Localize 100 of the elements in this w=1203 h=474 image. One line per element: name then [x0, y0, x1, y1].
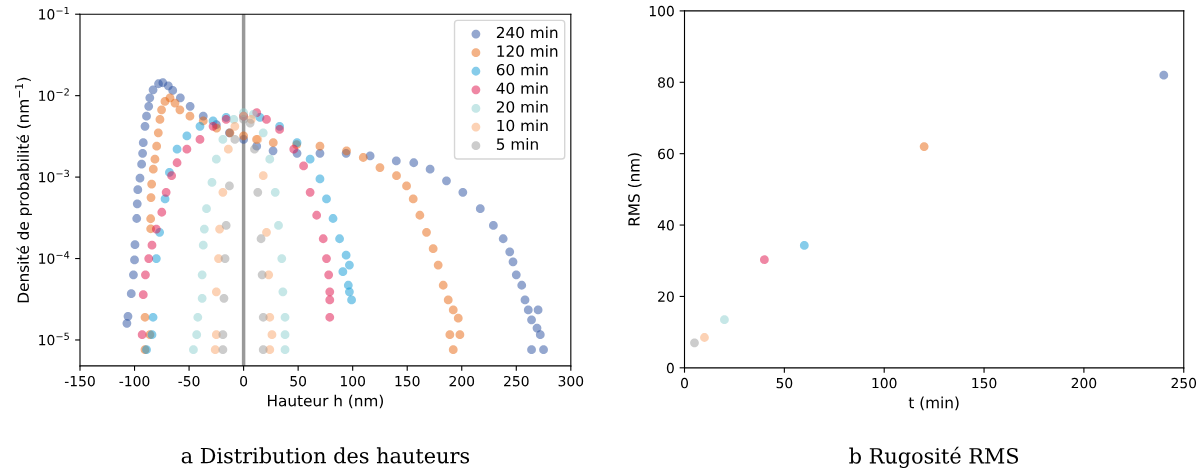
point	[475, 204, 485, 214]
point	[375, 163, 385, 172]
point	[221, 221, 231, 230]
point	[274, 221, 283, 230]
x-tick-label: 200	[1071, 377, 1097, 389]
point	[299, 161, 308, 171]
point	[433, 260, 443, 270]
point	[138, 290, 148, 300]
y-tick-label: 20	[658, 291, 674, 302]
point	[523, 305, 533, 315]
point	[511, 270, 521, 280]
point	[341, 250, 351, 260]
point	[210, 345, 220, 355]
point	[527, 315, 536, 325]
point	[148, 312, 158, 322]
point	[193, 312, 203, 322]
y-tick-label: 10$^{−5}$	[39, 332, 69, 346]
point	[219, 293, 229, 303]
legend-label: 40 min	[496, 82, 548, 95]
point	[422, 227, 431, 237]
point	[720, 315, 729, 325]
point	[445, 330, 455, 340]
point	[202, 204, 211, 214]
point	[270, 187, 280, 197]
y-tick-label: 0	[666, 362, 674, 374]
x-tick-label: -50	[178, 375, 200, 387]
point	[262, 227, 271, 237]
point	[185, 101, 195, 111]
point	[325, 287, 335, 297]
point	[211, 154, 221, 164]
point	[239, 131, 248, 141]
point	[140, 121, 150, 131]
point	[443, 295, 453, 305]
point	[138, 138, 148, 148]
point	[223, 144, 233, 154]
point	[225, 181, 234, 191]
point	[508, 257, 518, 267]
point	[448, 305, 458, 315]
point	[130, 255, 139, 265]
point	[324, 270, 334, 280]
x-tick-label: 200	[449, 375, 475, 387]
legend-label: 10 min	[497, 119, 548, 132]
point	[192, 330, 202, 340]
point	[325, 312, 335, 322]
point	[137, 330, 147, 340]
point	[527, 345, 536, 355]
x-axis-title: Hauteur h (nm)	[268, 394, 383, 409]
point	[280, 330, 290, 340]
point	[315, 174, 325, 184]
point	[218, 187, 228, 197]
point	[199, 224, 209, 234]
point	[325, 295, 335, 305]
x-tick-label: 50	[776, 377, 793, 389]
point	[338, 267, 348, 277]
point	[182, 144, 192, 154]
x-tick-label: 0	[240, 375, 248, 387]
point	[218, 135, 228, 144]
point	[505, 247, 515, 257]
point	[392, 171, 401, 181]
point	[129, 270, 138, 280]
legend-label: 240 min	[496, 26, 558, 39]
point	[409, 158, 419, 168]
y-tick-label: 80	[658, 77, 674, 88]
x-axis-title: t (min)	[908, 396, 959, 411]
point	[1159, 70, 1169, 80]
point	[167, 171, 177, 181]
point	[132, 199, 142, 209]
point	[535, 330, 545, 340]
point	[153, 128, 163, 138]
point	[408, 194, 418, 204]
point	[144, 101, 154, 111]
point	[189, 345, 198, 355]
point	[155, 115, 165, 124]
point	[322, 254, 331, 263]
y-axis-title: Densité de probabilité (nm$^{−1}$)	[15, 77, 32, 303]
point	[453, 313, 463, 323]
point	[265, 154, 275, 164]
point	[442, 176, 451, 186]
point	[147, 240, 157, 250]
point	[517, 280, 527, 290]
point	[147, 179, 157, 189]
x-tick-label: -150	[64, 375, 95, 387]
point	[218, 330, 228, 340]
point	[415, 210, 425, 220]
point	[799, 241, 809, 250]
y-tick-label: 10$^{−2}$	[39, 88, 69, 102]
point	[161, 187, 171, 197]
point	[215, 224, 224, 234]
point	[146, 214, 156, 224]
y-tick-label: 10$^{−1}$	[39, 7, 69, 20]
point	[142, 111, 151, 121]
point	[135, 173, 145, 183]
point	[207, 178, 217, 187]
point	[391, 156, 401, 166]
point	[448, 345, 458, 355]
point	[133, 185, 143, 195]
point	[275, 125, 284, 134]
point	[258, 171, 268, 181]
point	[305, 187, 315, 197]
legend-label: 120 min	[497, 45, 558, 57]
